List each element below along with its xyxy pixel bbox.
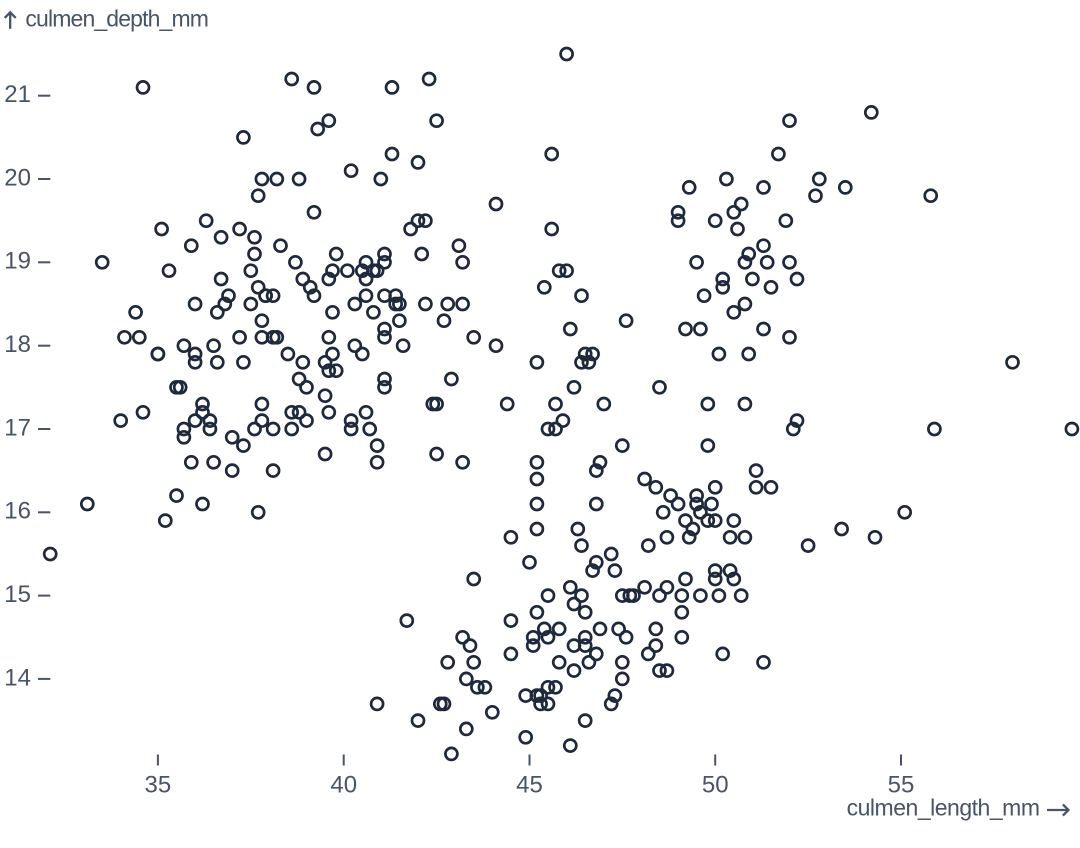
svg-text:18: 18 bbox=[4, 331, 31, 358]
svg-text:40: 40 bbox=[330, 771, 357, 798]
svg-text:culmen_length_mm: culmen_length_mm bbox=[847, 795, 1040, 821]
svg-text:50: 50 bbox=[702, 771, 729, 798]
svg-text:20: 20 bbox=[4, 164, 31, 191]
svg-text:19: 19 bbox=[4, 248, 31, 275]
svg-text:45: 45 bbox=[516, 771, 543, 798]
svg-text:35: 35 bbox=[145, 771, 172, 798]
svg-text:16: 16 bbox=[4, 498, 31, 525]
svg-text:culmen_depth_mm: culmen_depth_mm bbox=[25, 6, 208, 32]
svg-text:55: 55 bbox=[888, 771, 915, 798]
svg-text:14: 14 bbox=[4, 664, 31, 691]
svg-text:21: 21 bbox=[4, 81, 31, 108]
svg-text:17: 17 bbox=[4, 414, 31, 441]
svg-text:15: 15 bbox=[4, 581, 31, 608]
